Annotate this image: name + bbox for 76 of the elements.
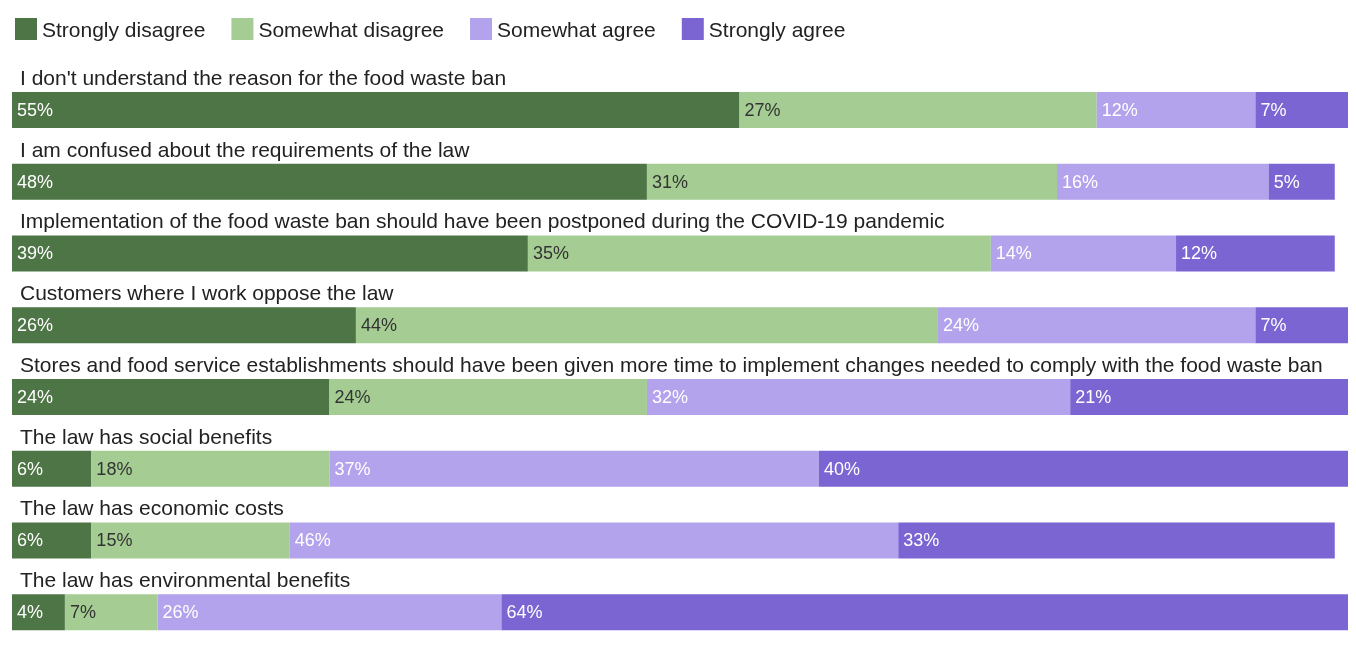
data-label: 7%	[1260, 315, 1287, 336]
data-label: 7%	[1260, 99, 1287, 120]
bar	[64, 594, 158, 631]
y-tick-label: The law has environmental benefits	[20, 568, 351, 592]
bar	[527, 235, 991, 272]
y-tick-label: The law has social benefits	[20, 424, 273, 448]
data-label: 12%	[1101, 99, 1138, 120]
data-label: 55%	[17, 99, 54, 120]
data-label: 24%	[334, 386, 371, 407]
y-tick-label: I don't understand the reason for the food waste ban	[20, 65, 507, 89]
bar	[646, 378, 1071, 415]
bar	[12, 91, 740, 128]
bar	[329, 378, 647, 415]
bar	[12, 594, 65, 631]
legend-label: Strongly disagree	[42, 17, 206, 41]
data-label: 26%	[162, 602, 199, 623]
data-label: 21%	[1075, 386, 1112, 407]
bar	[818, 450, 1348, 487]
bar	[937, 307, 1256, 344]
bar	[355, 307, 938, 344]
bar	[990, 235, 1177, 272]
data-label: 6%	[17, 458, 44, 479]
data-label: 14%	[995, 243, 1032, 264]
bar	[157, 594, 502, 631]
y-tick-label: Customers where I work oppose the law	[20, 281, 395, 305]
bar	[91, 522, 290, 559]
bar	[1255, 91, 1348, 128]
bar	[1096, 91, 1256, 128]
data-label: 7%	[69, 602, 96, 623]
data-label: 6%	[17, 530, 44, 551]
data-label: 15%	[96, 530, 133, 551]
bar	[12, 307, 356, 344]
bar	[501, 594, 1348, 631]
bar	[12, 163, 647, 200]
bar	[1268, 163, 1335, 200]
bar	[739, 91, 1097, 128]
y-tick-label: Implementation of the food waste ban should have been postponed during the COVID-19 pandemic	[20, 209, 945, 233]
data-label: 16%	[1061, 171, 1099, 192]
data-label: 24%	[942, 315, 979, 336]
bar	[12, 378, 330, 415]
data-label: 33%	[903, 530, 940, 551]
data-label: 32%	[651, 386, 688, 407]
data-label: 27%	[744, 99, 781, 120]
legend-label: Somewhat agree	[497, 17, 656, 41]
data-label: 18%	[96, 458, 133, 479]
bar	[1176, 235, 1335, 272]
bar	[329, 450, 819, 487]
bar	[12, 235, 528, 272]
data-label: 46%	[294, 530, 331, 551]
bar	[1070, 378, 1348, 415]
bar	[1056, 163, 1269, 200]
data-label: 5%	[1273, 171, 1300, 192]
y-tick-label: I am confused about the requirements of the law	[20, 137, 471, 161]
data-label: 35%	[532, 243, 569, 264]
y-tick-label: The law has economic costs	[20, 496, 284, 520]
legend-label: Strongly agree	[708, 17, 846, 41]
data-label: 40%	[823, 458, 860, 479]
bar	[898, 522, 1335, 559]
bar	[289, 522, 899, 559]
bar	[1255, 307, 1348, 344]
legend-label: Somewhat disagree	[258, 17, 445, 41]
data-label: 48%	[17, 171, 54, 192]
data-label: 31%	[651, 171, 688, 192]
bar	[91, 450, 330, 487]
data-label: 26%	[17, 315, 54, 336]
data-label: 39%	[17, 243, 54, 264]
data-label: 24%	[17, 386, 54, 407]
data-label: 12%	[1181, 243, 1218, 264]
data-label: 4%	[17, 602, 44, 623]
bar	[12, 522, 92, 559]
bar	[646, 163, 1057, 200]
bar	[12, 450, 92, 487]
y-tick-label: Stores and food service establishments should have been given more time to implement changes needed to comply with the food waste ban	[20, 352, 1323, 376]
data-label: 37%	[334, 458, 371, 479]
data-label: 64%	[506, 602, 543, 623]
data-label: 44%	[360, 315, 397, 336]
